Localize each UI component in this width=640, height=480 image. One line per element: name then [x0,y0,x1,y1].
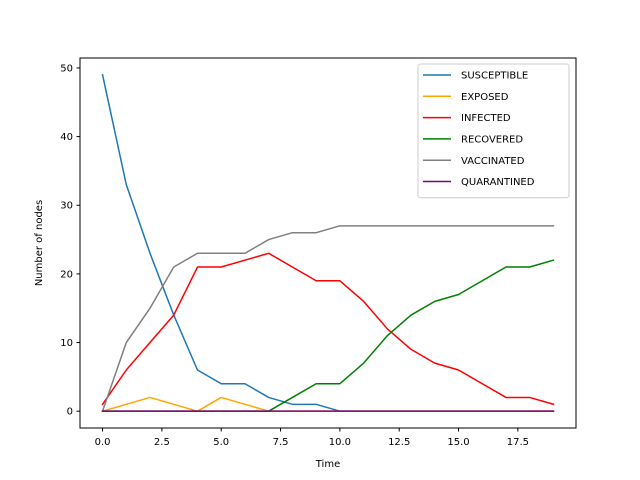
x-axis-label: Time [315,459,340,470]
y-tick-label: 0 [67,407,73,418]
x-tick-label: 7.5 [273,437,289,448]
x-tick-label: 10.0 [329,437,351,448]
legend-frame [417,63,570,199]
legend-entry-label: INFECTED [461,113,511,124]
y-tick-label: 10 [60,338,73,349]
x-tick-label: 15.0 [447,437,469,448]
y-axis: 0 10 20 30 40 50 [60,63,80,418]
y-tick-label: 30 [60,201,73,212]
legend-entry-label: RECOVERED [461,135,523,146]
x-tick-label: 0.0 [95,437,111,448]
y-tick-label: 50 [60,63,73,74]
x-tick-label: 12.5 [388,437,410,448]
series-line-vaccinated [101,225,555,413]
y-tick-label: 20 [60,269,73,280]
x-tick-label: 2.5 [154,437,170,448]
y-tick-label: 40 [60,132,73,143]
x-tick-label: 17.5 [507,437,529,448]
x-axis: 0.0 2.5 5.0 7.5 10.0 12.5 15.0 17.5 [95,428,529,448]
legend-entry-label: SUSCEPTIBLE [461,71,528,82]
series-layer [101,73,555,413]
series-line-infected [101,252,555,406]
legend: SUSCEPTIBLE EXPOSED INFECTED RECOVERED VACCI… [417,63,570,199]
legend-entry-label: QUARANTINED [461,177,535,188]
legend-entry-label: VACCINATED [461,156,525,167]
axes-frame [79,57,577,429]
y-axis-label: Number of nodes [34,200,45,286]
legend-entry-label: EXPOSED [461,92,509,103]
x-tick-label: 5.0 [213,437,229,448]
